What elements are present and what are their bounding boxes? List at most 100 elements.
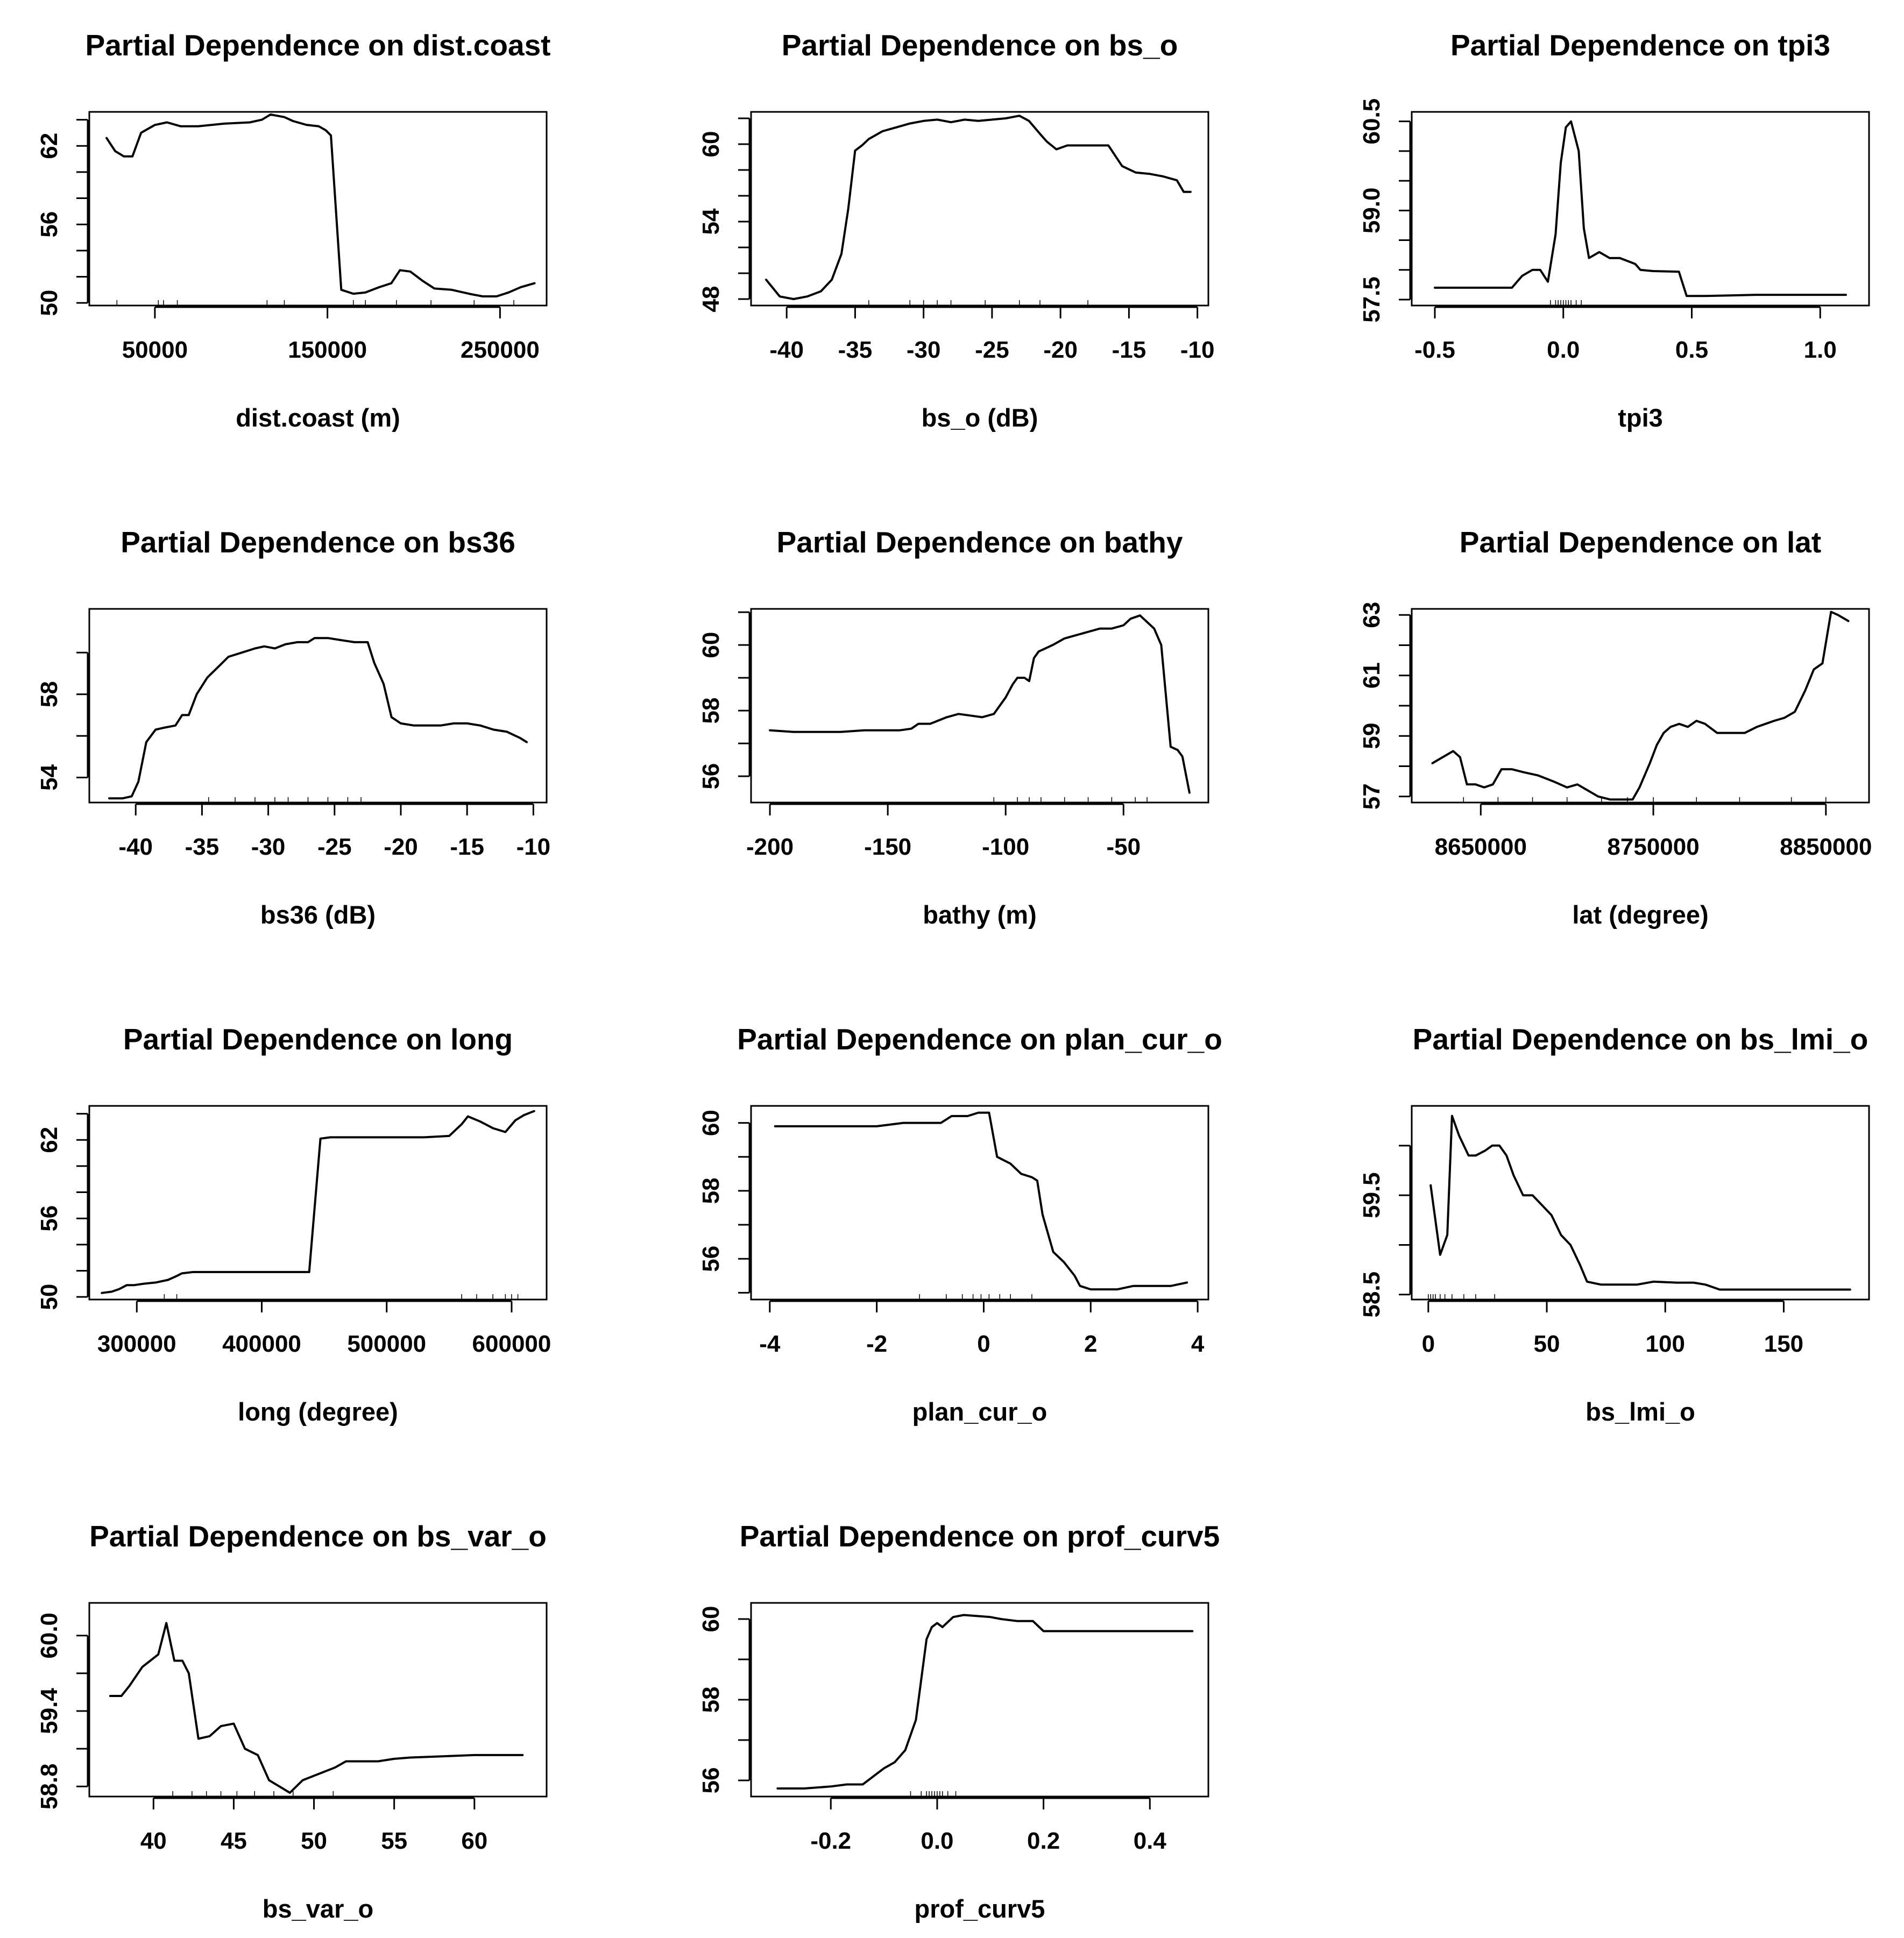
- x-tick-label: 60: [461, 1828, 487, 1854]
- x-tick-label: -10: [516, 834, 551, 860]
- x-axis: -40 -35 -30 -25 -20 -15 -10: [769, 306, 1214, 363]
- plot-frame: [88, 1105, 548, 1301]
- rug-marks: [1463, 797, 1827, 803]
- chart-panel-9: Partial Dependence on bs_lmi_o 0 50 100 150 5…: [1358, 1023, 1870, 1426]
- rug-marks: [172, 1791, 334, 1797]
- x-axis: -4 -2 0 2 4: [759, 1300, 1205, 1357]
- x-axis-label: bs36 (dB): [260, 900, 376, 929]
- x-tick-label: -4: [759, 1331, 781, 1357]
- rug-marks: [993, 797, 1148, 803]
- chart-title: Partial Dependence on lat: [1460, 526, 1821, 559]
- chart-panel-10: Partial Dependence on bs_var_o 40 45 50 55 60…: [36, 1520, 548, 1923]
- x-tick-label: -25: [975, 337, 1009, 363]
- x-tick-label: 0.5: [1675, 337, 1708, 363]
- plot-frame: [750, 1105, 1209, 1301]
- y-tick-label: 59.5: [1358, 1172, 1385, 1218]
- plot-frame: [88, 111, 548, 307]
- chart-title: Partial Dependence on bs36: [121, 526, 515, 559]
- y-tick-label: 60: [698, 131, 724, 158]
- x-tick-label: 600000: [472, 1331, 551, 1357]
- y-tick-label: 60: [698, 1110, 724, 1136]
- x-tick-label: -40: [118, 834, 153, 860]
- y-axis: 54 58: [36, 651, 89, 791]
- chart-title: Partial Dependence on bs_o: [782, 29, 1178, 62]
- chart-panel-5: Partial Dependence on bathy-200 -150 -100-…: [698, 526, 1209, 929]
- x-tick-label: -50: [1106, 834, 1141, 860]
- chart-panel-3: Partial Dependence on tpi3 -0.5 0.0 0.5 1.0 5…: [1358, 29, 1870, 432]
- x-tick-label: -35: [185, 834, 220, 860]
- chart-title: Partial Dependence on plan_cur_o: [737, 1023, 1222, 1056]
- y-axis: 56 58 60: [698, 611, 751, 790]
- y-axis: 50 56 62: [36, 1113, 89, 1310]
- plot-frame: [750, 111, 1209, 307]
- x-tick-label: 500000: [347, 1331, 426, 1357]
- x-tick-label: -30: [251, 834, 286, 860]
- y-tick-label: 50: [36, 1284, 62, 1310]
- y-tick-label: 60.5: [1358, 98, 1385, 145]
- partial-dependence-line: [1429, 1114, 1851, 1291]
- x-axis-label: bathy (m): [923, 900, 1037, 929]
- x-tick-label: 8750000: [1607, 834, 1699, 860]
- plot-frame: [1411, 608, 1870, 804]
- y-tick-label: 58.8: [36, 1763, 62, 1809]
- x-tick-label: 0.4: [1134, 1828, 1167, 1854]
- y-tick-label: 60.0: [36, 1613, 62, 1659]
- x-tick-label: -35: [838, 337, 873, 363]
- rug-marks: [910, 1791, 957, 1797]
- x-tick-label: -15: [1112, 337, 1146, 363]
- partial-dependence-line: [108, 637, 528, 800]
- partial-dependence-line: [776, 1614, 1194, 1790]
- y-tick-label: 58: [698, 1177, 724, 1204]
- y-tick-label: 54: [36, 764, 62, 791]
- y-axis: 57.5 59.0 60.5: [1358, 98, 1411, 323]
- x-tick-label: 150000: [288, 337, 367, 363]
- x-tick-label: 1.0: [1804, 337, 1837, 363]
- y-tick-label: 59: [1358, 723, 1385, 749]
- x-tick-label: 50: [1534, 1331, 1560, 1357]
- chart-title: Partial Dependence on tpi3: [1450, 29, 1830, 62]
- plot-frame: [88, 608, 548, 804]
- x-tick-label: 250000: [461, 337, 540, 363]
- x-tick-label: 40: [140, 1828, 167, 1854]
- y-tick-label: 58: [36, 681, 62, 707]
- x-tick-label: -20: [1043, 337, 1078, 363]
- rug-marks: [919, 1294, 1032, 1300]
- chart-panel-11: Partial Dependence on prof_curv5 -0.2 0.0 0…: [698, 1520, 1220, 1923]
- x-tick-label: 0.2: [1027, 1828, 1060, 1854]
- x-tick-label: 8850000: [1780, 834, 1872, 860]
- y-axis: 50 56 62: [36, 119, 89, 316]
- y-tick-label: 58: [698, 698, 724, 724]
- plot-frame: [1411, 1105, 1870, 1301]
- x-axis-label: prof_curv5: [915, 1894, 1045, 1923]
- chart-panel-2: Partial Dependence on bs_o -40 -35 -30 -25 -2…: [698, 29, 1214, 432]
- x-axis: 8650000 8750000 8850000: [1435, 803, 1872, 860]
- x-axis: -0.5 0.0 0.5 1.0: [1414, 306, 1837, 363]
- x-tick-label: -40: [769, 337, 804, 363]
- x-axis: -0.2 0.0 0.2 0.4: [810, 1797, 1167, 1854]
- plot-frame: [88, 1602, 548, 1798]
- partial-dependence-line: [109, 1622, 524, 1794]
- x-tick-label: 50: [301, 1828, 327, 1854]
- plot-frame: [750, 1602, 1209, 1798]
- x-tick-label: -200: [746, 834, 794, 860]
- y-tick-label: 62: [36, 1127, 62, 1153]
- x-axis: 50000 150000 250000: [122, 306, 540, 363]
- x-axis-label: plan_cur_o: [912, 1397, 1047, 1426]
- chart-panel-7: Partial Dependence on long 300000 400000 50…: [36, 1023, 551, 1426]
- y-tick-label: 61: [1358, 662, 1385, 688]
- x-axis: 300000 400000 500000 600000: [97, 1300, 551, 1357]
- y-tick-label: 56: [36, 1205, 62, 1232]
- x-tick-label: 0: [1422, 1331, 1435, 1357]
- chart-title: Partial Dependence on bs_lmi_o: [1413, 1023, 1868, 1056]
- x-tick-label: 45: [221, 1828, 247, 1854]
- x-tick-label: 300000: [97, 1331, 176, 1357]
- rug-marks: [1428, 1294, 1495, 1300]
- y-tick-label: 57: [1358, 783, 1385, 810]
- x-tick-label: 0: [977, 1331, 990, 1357]
- plot-frame: [1411, 111, 1870, 307]
- rug-marks: [868, 300, 1088, 306]
- x-tick-label: -20: [384, 834, 418, 860]
- x-axis-label: bs_var_o: [263, 1894, 373, 1923]
